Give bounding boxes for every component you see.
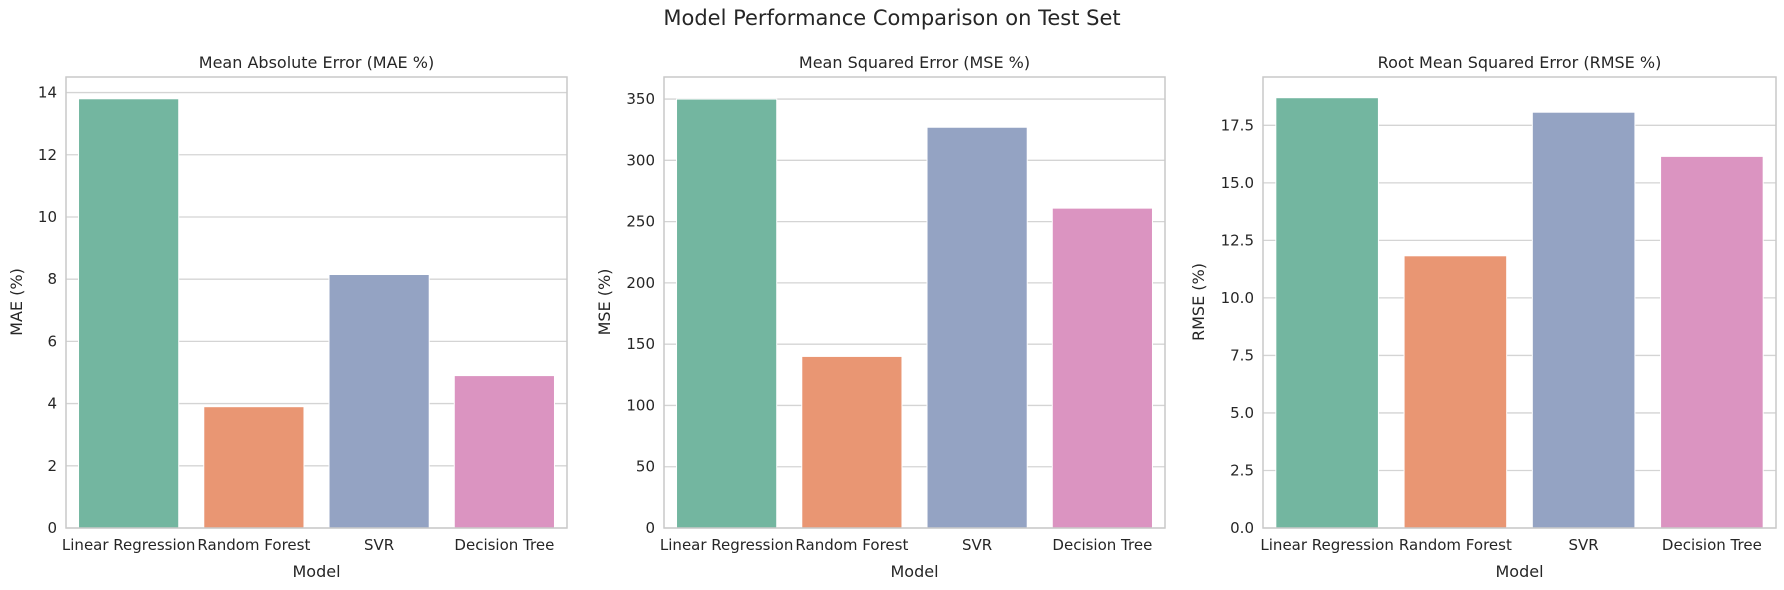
- rmse-y-tick-label: 17.5: [1221, 116, 1254, 134]
- mse-x-tick-label: Linear Regression: [660, 536, 793, 554]
- rmse-y-tick-label: 2.5: [1230, 461, 1254, 479]
- mae-bar: [453, 375, 555, 529]
- mse-plot-frame: [663, 76, 1166, 529]
- mse-bar: [926, 126, 1028, 529]
- mae-y-tick-label: 2: [47, 457, 57, 475]
- mse-chart-x-label: Model: [890, 562, 938, 581]
- mse-chart-title: Mean Squared Error (MSE %): [799, 53, 1030, 72]
- rmse-plot-frame: [1262, 76, 1777, 529]
- mse-y-tick-label: 200: [626, 274, 655, 292]
- mse-y-tick-label: 0: [645, 519, 655, 537]
- mae-chart-plot: 0 2 4 6 8 10 12 14 Linear Regression Random Fores…: [38, 76, 568, 554]
- mse-y-tick-label: 100: [626, 396, 655, 414]
- mse-chart: Mean Squared Error (MSE %) 0 50 100 150 200 2…: [595, 53, 1166, 581]
- rmse-bar: [1275, 97, 1379, 529]
- rmse-x-tick-label: Random Forest: [1399, 536, 1512, 554]
- rmse-y-tick-label: 12.5: [1221, 231, 1254, 249]
- mse-x-tick-label: Random Forest: [795, 536, 908, 554]
- rmse-chart-y-label: RMSE (%): [1189, 263, 1208, 341]
- mae-y-tick-label: 6: [47, 332, 57, 350]
- mae-y-tick-label: 10: [38, 208, 57, 226]
- rmse-chart-title: Root Mean Squared Error (RMSE %): [1378, 53, 1662, 72]
- rmse-y-tick-label: 15.0: [1221, 174, 1254, 192]
- rmse-y-tick-label: 0.0: [1230, 519, 1254, 537]
- mae-bar: [328, 274, 430, 529]
- mse-y-tick-label: 350: [626, 90, 655, 108]
- rmse-bar: [1660, 155, 1764, 529]
- mae-x-tick-label: Linear Regression: [62, 536, 195, 554]
- mse-chart-y-label: MSE (%): [595, 269, 614, 336]
- rmse-bar: [1531, 111, 1636, 529]
- mse-chart-plot: 0 50 100 150 200 250 300 350 Linear Regression Ra…: [626, 76, 1166, 554]
- mse-y-tick-label: 150: [626, 335, 655, 353]
- mse-x-tick-label: Decision Tree: [1052, 536, 1152, 554]
- mae-bar: [203, 406, 305, 529]
- mae-chart-y-label: MAE (%): [7, 268, 26, 336]
- rmse-chart-x-label: Model: [1495, 562, 1543, 581]
- rmse-x-tick-label: Decision Tree: [1662, 536, 1762, 554]
- mae-x-tick-label: Decision Tree: [454, 536, 554, 554]
- mse-bar: [676, 98, 778, 529]
- mae-bar: [78, 98, 180, 529]
- mse-x-tick-label: SVR: [962, 536, 992, 554]
- mae-plot-frame: [65, 76, 568, 529]
- mae-y-tick-label: 0: [47, 519, 57, 537]
- mae-chart: Mean Absolute Error (MAE %) 0 2 4 6 8 10 12 14 L…: [7, 53, 568, 581]
- rmse-y-tick-label: 10.0: [1221, 289, 1254, 307]
- rmse-chart: Root Mean Squared Error (RMSE %) 0.0 2.5 5…: [1189, 53, 1777, 581]
- rmse-x-tick-label: Linear Regression: [1260, 536, 1393, 554]
- mse-y-tick-label: 250: [626, 213, 655, 231]
- mse-bar: [1051, 207, 1153, 529]
- rmse-bar: [1403, 255, 1508, 529]
- mae-y-tick-label: 8: [47, 270, 57, 288]
- mae-x-tick-label: SVR: [364, 536, 394, 554]
- mae-y-tick-label: 12: [38, 146, 57, 164]
- mae-chart-title: Mean Absolute Error (MAE %): [199, 53, 434, 72]
- mse-y-tick-label: 50: [636, 458, 655, 476]
- mae-y-tick-label: 14: [38, 84, 57, 102]
- rmse-chart-plot: 0.0 2.5 5.0 7.5 10.0 12.5 15.0 17.5 Linear Regre…: [1221, 76, 1777, 554]
- rmse-y-tick-label: 5.0: [1230, 404, 1254, 422]
- mae-y-tick-label: 4: [47, 395, 57, 413]
- mse-bar: [801, 355, 903, 529]
- mae-x-tick-label: Random Forest: [197, 536, 310, 554]
- rmse-y-tick-label: 7.5: [1230, 346, 1254, 364]
- rmse-x-tick-label: SVR: [1569, 536, 1599, 554]
- mae-chart-x-label: Model: [292, 562, 340, 581]
- mse-y-tick-label: 300: [626, 151, 655, 169]
- figure-title: Model Performance Comparison on Test Set: [663, 6, 1120, 30]
